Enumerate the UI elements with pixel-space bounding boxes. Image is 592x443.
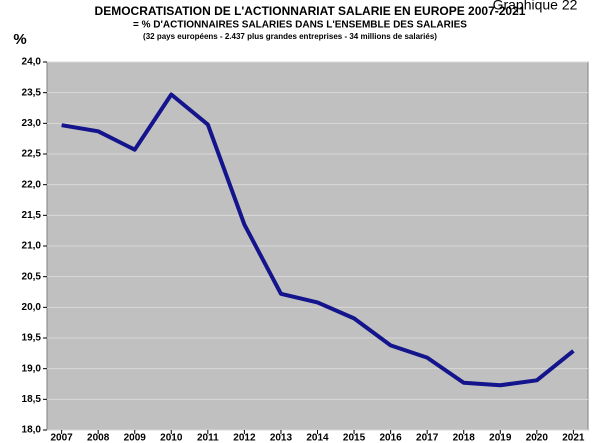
x-tick-label: 2016	[379, 433, 402, 443]
y-axis-label: %	[13, 31, 26, 48]
x-tick-label: 2009	[124, 433, 147, 443]
x-tick-label: 2017	[416, 433, 439, 443]
y-tick-label: 18,5	[22, 394, 42, 405]
y-tick-label: 19,5	[22, 333, 42, 344]
x-tick-label: 2012	[233, 433, 256, 443]
x-tick-label: 2021	[562, 433, 585, 443]
x-tick-label: 2019	[489, 433, 512, 443]
y-tick-label: 20,5	[22, 271, 42, 282]
x-tick-label: 2008	[87, 433, 110, 443]
data-line	[61, 92, 575, 388]
corner-label: Graphique 22	[493, 0, 578, 13]
chart-subtitle: = % D'ACTIONNAIRES SALARIES DANS L'ENSEM…	[133, 20, 467, 31]
chart-note: (32 pays européens - 2.437 plus grandes …	[143, 32, 437, 41]
y-tick-label: 22,5	[22, 149, 42, 160]
y-tick-label: 19,0	[22, 363, 42, 374]
y-tick-label: 20,0	[22, 302, 42, 313]
y-tick-label: 24,0	[22, 57, 42, 68]
y-tick-label: 21,0	[22, 241, 42, 252]
x-tick-label: 2014	[306, 433, 329, 443]
x-tick-label: 2018	[453, 433, 476, 443]
x-tick-label: 2011	[197, 433, 219, 443]
x-tick-label: 2010	[160, 433, 183, 443]
x-tick-label: 2020	[526, 433, 549, 443]
y-tick-label: 23,0	[22, 118, 42, 129]
chart-title: DEMOCRATISATION DE L'ACTIONNARIAT SALARI…	[95, 4, 526, 18]
y-tick-label: 23,5	[22, 87, 42, 98]
x-tick-label: 2015	[343, 433, 366, 443]
y-tick-label: 18,0	[22, 425, 42, 436]
y-tick-label: 21,5	[22, 210, 42, 221]
x-tick-label: 2007	[50, 433, 73, 443]
x-tick-label: 2013	[270, 433, 293, 443]
y-tick-label: 22,0	[22, 179, 42, 190]
